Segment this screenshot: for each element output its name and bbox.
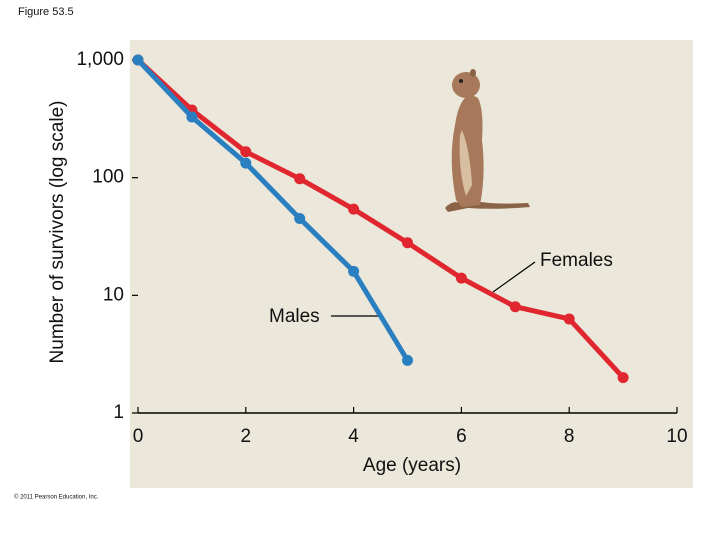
data-point [455,272,467,284]
data-point [402,354,413,366]
data-point [186,111,198,123]
data-point [617,372,629,384]
x-tick-label: 8 [564,426,575,447]
series-label: Males [269,306,320,327]
data-point [563,313,575,325]
series-label: Females [540,250,613,271]
data-point [294,212,306,224]
y-tick-label: 1 [113,402,124,423]
y-tick-label: 10 [103,284,124,305]
females-leader [492,261,536,293]
x-axis-label: Age (years) [363,455,461,476]
data-point [509,301,521,313]
series-line [136,58,625,380]
x-tick-label: 6 [456,426,467,447]
figure-title: Figure 53.5 [18,6,74,18]
data-point [294,173,306,185]
data-point [348,265,360,277]
series-line [136,58,410,362]
data-point [240,146,252,158]
copyright: © 2011 Pearson Education, Inc. [14,494,99,501]
data-point [240,157,252,169]
data-point [402,237,413,249]
data-point [132,54,144,66]
x-tick-label: 4 [348,426,359,447]
x-tick-label: 10 [666,426,687,447]
y-tick-label: 100 [92,167,124,188]
y-tick-label: 1,000 [76,49,124,70]
x-tick-label: 0 [133,426,144,447]
data-point [348,203,360,215]
x-tick-label: 2 [241,426,252,447]
squirrel-illustration [445,69,530,212]
y-axis-label: Number of survivors (log scale) [47,101,68,364]
